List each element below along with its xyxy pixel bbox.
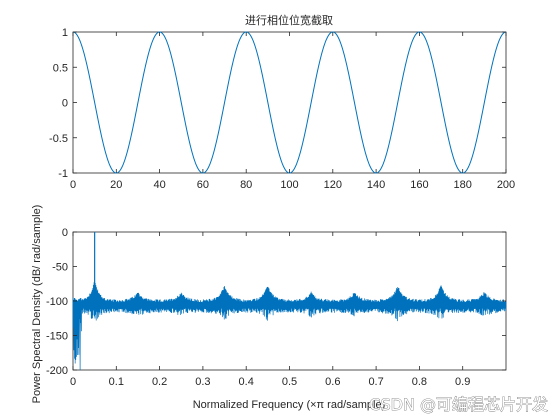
top-y-tick-label: -0.5 xyxy=(49,133,68,145)
bottom-y-tick-label: 0 xyxy=(62,227,68,239)
top-x-tick-label: 180 xyxy=(454,179,472,191)
top-x-tick-label: 40 xyxy=(153,179,165,191)
bottom-y-tick-label: -150 xyxy=(46,331,68,343)
bottom-y-tick-label: -50 xyxy=(52,262,68,274)
bottom-x-tick-label: 0.5 xyxy=(282,376,297,388)
bottom-x-tick-label: 0.3 xyxy=(195,376,210,388)
bottom-x-tick-label: 0.1 xyxy=(109,376,124,388)
bottom-x-tick-label: 0.9 xyxy=(455,376,470,388)
bottom-x-axis-label: Normalized Frequency (×π rad/sample) xyxy=(193,399,386,411)
top-x-tick-label: 0 xyxy=(70,179,76,191)
bottom-plot-area xyxy=(72,231,507,371)
watermark-text: CSDN @可编程芯片开发 xyxy=(369,395,548,414)
bottom-axes: 0 0.1 0.2 0.3 0.4 0.5 0.6 0.7 0.8 0.9 0 -50 -100 -150… xyxy=(31,205,507,411)
top-x-tick-label: 20 xyxy=(110,179,122,191)
top-x-tick-label: 160 xyxy=(410,179,428,191)
top-axes: 进行相位位宽截取 0 20 40 60 80 100 120 140 160 180 200 1 0.5… xyxy=(49,13,515,191)
top-x-tick-label: 60 xyxy=(197,179,209,191)
top-y-tick-label: -1 xyxy=(58,168,68,180)
bottom-x-tick-label: 0.2 xyxy=(152,376,167,388)
top-x-tick-label: 80 xyxy=(240,179,252,191)
top-x-tick-label: 100 xyxy=(280,179,298,191)
bottom-x-tick-label: 0.7 xyxy=(368,376,383,388)
top-y-tick-label: 1 xyxy=(62,27,68,39)
top-axes-box xyxy=(72,31,507,174)
bottom-y-tick-label: -200 xyxy=(46,365,68,377)
top-x-tick-label: 140 xyxy=(367,179,385,191)
top-plot-area xyxy=(72,31,507,174)
bottom-y-axis-label: Power Spectral Density (dB/ rad/sample) xyxy=(31,205,43,404)
top-chart-title: 进行相位位宽截取 xyxy=(245,13,333,27)
top-ticks: 0 20 40 60 80 100 120 140 160 180 200 1 0.5 0 -0.5 -1 xyxy=(49,27,515,191)
bottom-x-tick-label: 0.6 xyxy=(325,376,340,388)
bottom-y-tick-label: -100 xyxy=(46,296,68,308)
top-y-tick-label: 0 xyxy=(62,98,68,110)
top-x-tick-label: 120 xyxy=(324,179,342,191)
bottom-x-tick-label: 0.4 xyxy=(239,376,254,388)
bottom-series-line xyxy=(72,280,507,371)
top-x-tick-label: 200 xyxy=(497,179,515,191)
top-y-tick-label: 0.5 xyxy=(53,62,68,74)
bottom-ticks: 0 0.1 0.2 0.3 0.4 0.5 0.6 0.7 0.8 0.9 0 -50 -100 -150… xyxy=(46,227,506,388)
bottom-x-tick-label: 0.8 xyxy=(412,376,427,388)
bottom-x-tick-label: 0 xyxy=(70,376,76,388)
